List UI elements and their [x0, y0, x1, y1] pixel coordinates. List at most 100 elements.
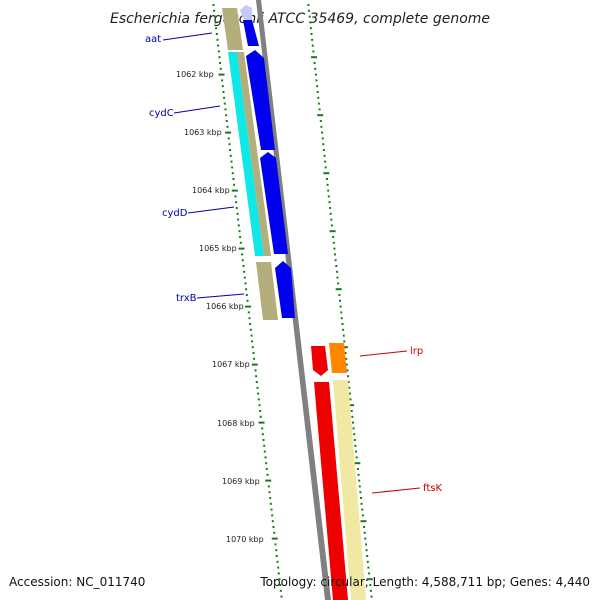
minor-tick	[229, 154, 232, 157]
major-tick	[335, 288, 342, 291]
minor-tick	[262, 439, 265, 441]
minor-tick	[313, 62, 316, 64]
cds-cydD[interactable]	[260, 152, 288, 254]
minor-tick	[213, 15, 216, 18]
minor-tick	[277, 572, 280, 575]
minor-tick	[320, 125, 323, 128]
cds-arrow-forward[interactable]	[240, 5, 252, 20]
major-tick	[311, 56, 317, 59]
minor-tick	[344, 352, 347, 354]
leader-cydD	[187, 206, 235, 214]
scale-tick-label: 1066 kbp	[206, 302, 244, 311]
minor-tick	[257, 398, 260, 401]
major-tick	[360, 520, 367, 523]
minor-tick	[358, 485, 361, 488]
minor-tick	[259, 415, 262, 418]
minor-tick	[237, 224, 240, 227]
minor-tick	[223, 102, 226, 105]
minor-tick	[215, 27, 218, 30]
minor-tick	[221, 85, 224, 88]
cds-lrp[interactable]	[311, 346, 328, 376]
minor-tick	[353, 439, 356, 441]
minor-tick	[314, 73, 317, 76]
minor-tick	[268, 491, 271, 494]
gene-label-lrp[interactable]: lrp	[410, 346, 423, 357]
scale-tick-label: 1070 kbp	[226, 535, 264, 544]
major-tick	[329, 230, 336, 233]
minor-tick	[317, 102, 320, 105]
minor-tick	[230, 160, 233, 163]
minor-tick	[317, 96, 320, 99]
cds-ftsK[interactable]	[314, 382, 348, 600]
minor-tick	[212, 4, 215, 6]
minor-tick	[265, 462, 268, 465]
gene-label-ftsK[interactable]: ftsK	[423, 483, 442, 494]
major-tick	[317, 114, 324, 117]
minor-tick	[261, 427, 264, 430]
minor-tick	[361, 508, 364, 511]
minor-tick	[345, 357, 348, 360]
minor-tick	[255, 375, 258, 378]
gene-lrp[interactable]	[329, 343, 347, 373]
minor-tick	[355, 450, 358, 453]
minor-tick	[330, 218, 333, 221]
minor-tick	[236, 212, 239, 215]
minor-tick	[368, 572, 371, 575]
cds-aat[interactable]	[243, 20, 259, 46]
cds-cydC[interactable]	[246, 50, 275, 150]
minor-tick	[276, 560, 279, 563]
minor-tick	[338, 294, 341, 296]
minor-tick	[342, 334, 345, 337]
minor-tick	[254, 369, 257, 372]
minor-tick	[311, 44, 314, 47]
minor-tick	[340, 311, 343, 314]
minor-tick	[327, 189, 330, 192]
minor-tick	[249, 323, 252, 325]
minor-tick	[316, 91, 319, 93]
minor-tick	[235, 201, 238, 204]
minor-tick	[328, 201, 331, 204]
minor-tick	[221, 79, 224, 82]
major-tick	[231, 189, 238, 192]
gene-trxB[interactable]	[256, 262, 278, 320]
minor-tick	[333, 247, 336, 250]
leader-trxB	[196, 293, 245, 299]
minor-tick	[347, 375, 349, 378]
minor-tick	[253, 357, 256, 360]
minor-tick	[280, 595, 283, 598]
minor-tick	[315, 79, 318, 82]
gene-label-cydD[interactable]: cydD	[162, 208, 188, 219]
gene-aat[interactable]	[222, 8, 243, 50]
minor-tick	[316, 85, 319, 88]
minor-tick	[367, 566, 370, 569]
gene-cydC-cydD[interactable]	[228, 52, 264, 256]
minor-tick	[249, 328, 252, 331]
major-tick	[341, 346, 348, 349]
minor-tick	[232, 178, 235, 180]
minor-tick	[225, 120, 228, 122]
gene-label-aat[interactable]: aat	[145, 34, 161, 45]
minor-tick	[352, 427, 355, 430]
minor-tick	[277, 566, 280, 569]
minor-tick	[365, 549, 368, 552]
gene-label-cydC[interactable]: cydC	[149, 108, 174, 119]
minor-tick	[334, 259, 337, 262]
minor-tick	[263, 450, 266, 453]
major-tick	[218, 73, 225, 76]
leader-cydC	[173, 105, 221, 114]
minor-tick	[357, 473, 360, 476]
minor-tick	[257, 392, 260, 395]
major-tick	[271, 537, 278, 540]
major-tick	[354, 462, 361, 465]
minor-tick	[319, 120, 322, 122]
forward-strand-features	[222, 5, 295, 320]
minor-tick	[239, 241, 242, 244]
minor-tick	[327, 195, 330, 198]
gene-ftsK[interactable]	[333, 380, 366, 600]
scale-tick-label: 1063 kbp	[184, 128, 222, 137]
cds-trxB[interactable]	[275, 261, 295, 318]
minor-tick	[332, 236, 335, 238]
gene-label-trxB[interactable]: trxB	[176, 293, 197, 304]
inner-tick-ring	[307, 4, 373, 598]
minor-tick	[326, 183, 329, 186]
